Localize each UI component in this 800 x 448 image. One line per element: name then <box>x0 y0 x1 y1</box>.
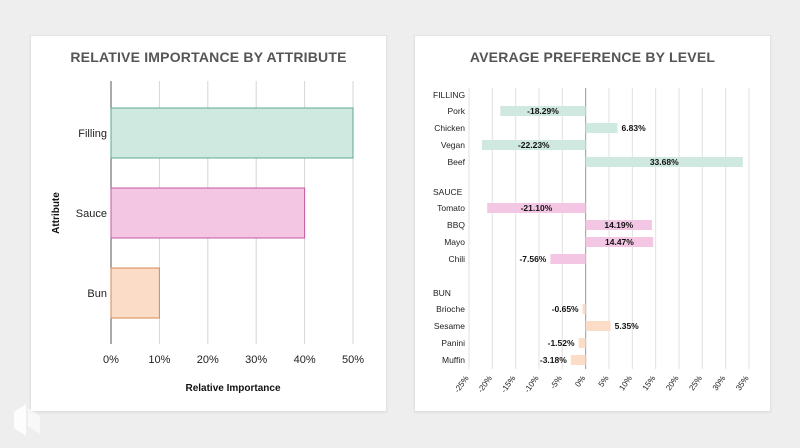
x-tick-label: -20% <box>476 374 494 394</box>
x-tick-label: -15% <box>499 374 517 394</box>
x-tick-label: 50% <box>342 354 364 366</box>
x-tick-label: 0% <box>573 374 587 389</box>
x-tick-label: 20% <box>197 354 219 366</box>
bar-vegan <box>481 140 586 150</box>
x-tick-label: 10% <box>148 354 170 366</box>
x-tick-label: 30% <box>245 354 267 366</box>
level-label: Panini <box>441 338 465 348</box>
importance-chart-title: RELATIVE IMPORTANCE BY ATTRIBUTE <box>70 49 347 65</box>
x-tick-label: 15% <box>641 374 658 392</box>
x-tick-label: 5% <box>597 374 611 389</box>
preference-chart-title: AVERAGE PREFERENCE BY LEVEL <box>469 49 716 65</box>
bar-sesame <box>585 321 611 331</box>
x-tick-label: 0% <box>103 354 119 366</box>
bar-bbq <box>585 220 652 230</box>
bar-brioche <box>582 304 586 314</box>
bar-beef <box>585 157 743 167</box>
level-label: Muffin <box>442 355 465 365</box>
importance-chart: 0% 10% 20% 30% 40% 50% Filling Sauce Bun Relative… <box>51 81 364 394</box>
bar-sauce <box>110 187 306 239</box>
category-label: Bun <box>87 288 107 300</box>
level-label: Beef <box>448 157 466 167</box>
preference-chart: -25% -20% -15% -10% -5% 0% 5% 10% 15% 20% 25% 30% 35… <box>433 88 751 394</box>
bar-pork <box>500 106 586 116</box>
category-label: Filling <box>78 128 107 140</box>
y-axis-title: Attribute <box>51 192 62 234</box>
data-label: -3.18% <box>540 355 567 365</box>
bar-muffin <box>570 355 586 365</box>
data-label: 6.83% <box>622 123 647 133</box>
data-label: -22.23% <box>518 140 550 150</box>
x-tick-label: 35% <box>734 374 751 392</box>
level-label: Chicken <box>434 123 465 133</box>
data-label: -7.56% <box>519 254 546 264</box>
level-label: Mayo <box>444 237 465 247</box>
x-tick-label: 40% <box>294 354 316 366</box>
group-label-filling: FILLING <box>433 90 465 100</box>
category-label: Sauce <box>76 208 107 220</box>
level-label: BBQ <box>447 220 465 230</box>
x-tick-label: 10% <box>617 374 634 392</box>
x-axis-title: Relative Importance <box>185 383 280 394</box>
bar-panini <box>578 338 586 348</box>
bar-chili <box>550 254 586 264</box>
data-label: -0.65% <box>552 304 579 314</box>
data-label: -1.52% <box>548 338 575 348</box>
importance-chart-panel: RELATIVE IMPORTANCE BY ATTRIBUTE 0% 10% 20… <box>30 35 387 412</box>
x-tick-label: 20% <box>664 374 681 392</box>
level-label: Tomato <box>437 203 465 213</box>
level-label: Brioche <box>436 304 465 314</box>
level-label: Pork <box>448 106 466 116</box>
x-tick-label: 30% <box>711 374 728 392</box>
bar-tomato <box>487 203 586 213</box>
data-label: 14.47% <box>605 237 634 247</box>
x-tick-label: -10% <box>523 374 541 394</box>
bar-bun <box>110 267 160 319</box>
data-label: 5.35% <box>615 321 640 331</box>
data-label: -21.10% <box>521 203 553 213</box>
data-label: 33.68% <box>650 157 679 167</box>
x-tick-label: -25% <box>453 374 471 394</box>
x-tick-label: 25% <box>687 374 704 392</box>
bar-filling <box>110 107 354 159</box>
bar-chicken <box>585 123 618 133</box>
group-label-bun: BUN <box>433 288 451 298</box>
data-label: 14.19% <box>604 220 633 230</box>
data-label: -18.29% <box>527 106 559 116</box>
bar-mayo <box>585 237 654 247</box>
brand-logo-icon <box>14 404 40 436</box>
preference-chart-panel: AVERAGE PREFERENCE BY LEVEL -25% -20% -15%… <box>414 35 771 412</box>
x-tick-label: -5% <box>548 374 564 391</box>
level-label: Chili <box>448 254 465 264</box>
level-label: Vegan <box>441 140 465 150</box>
group-label-sauce: SAUCE <box>433 187 463 197</box>
level-label: Sesame <box>434 321 465 331</box>
